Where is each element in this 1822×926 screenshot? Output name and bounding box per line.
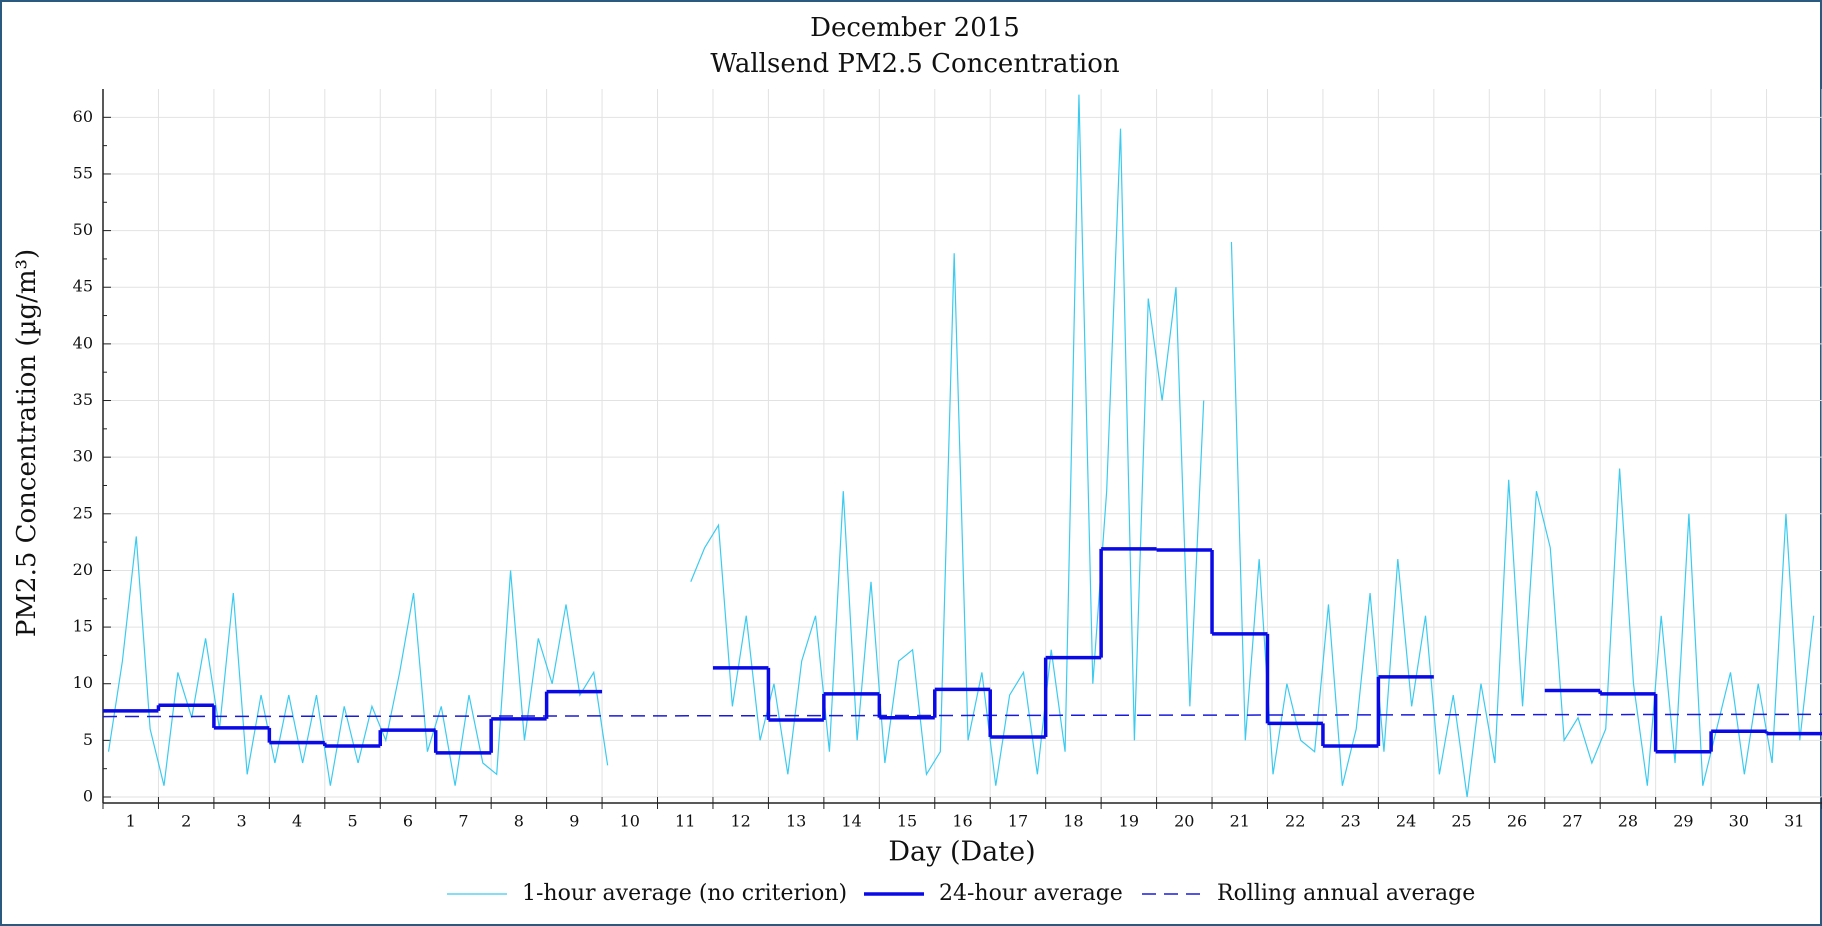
x-tick-label: 16 [952, 812, 972, 831]
y-tick-label: 15 [73, 617, 93, 636]
x-tick-label: 11 [675, 812, 695, 831]
legend-label: 1-hour average (no criterion) [522, 881, 847, 906]
y-tick-label: 0 [83, 787, 93, 806]
x-tick-label: 29 [1673, 812, 1693, 831]
x-tick-label: 20 [1174, 812, 1194, 831]
x-tick-label: 28 [1618, 812, 1638, 831]
x-tick-label: 19 [1119, 812, 1139, 831]
x-tick-label: 6 [403, 812, 413, 831]
x-tick-label: 12 [731, 812, 751, 831]
x-tick-label: 3 [237, 812, 247, 831]
x-tick-label: 25 [1451, 812, 1471, 831]
hourly-line [1230, 241, 1815, 798]
x-tick-label: 2 [181, 812, 191, 831]
x-tick-label: 7 [458, 812, 468, 831]
hourly-line [690, 94, 1205, 786]
x-tick-label: 13 [786, 812, 806, 831]
x-tick-label: 8 [514, 812, 524, 831]
annual-line [102, 713, 1822, 718]
x-tick-label: 15 [897, 812, 917, 831]
x-tick-label: 18 [1063, 812, 1083, 831]
x-tick-label: 21 [1230, 812, 1250, 831]
y-tick-label: 55 [73, 163, 93, 182]
y-tick-label: 20 [73, 560, 93, 579]
y-tick-label: 5 [83, 730, 93, 749]
y-tick-label: 30 [73, 447, 93, 466]
legend-label: 24-hour average [939, 881, 1123, 906]
x-tick-label: 14 [841, 812, 861, 831]
x-tick-label: 27 [1562, 812, 1582, 831]
x-tick-label: 23 [1340, 812, 1360, 831]
x-tick-label: 9 [569, 812, 579, 831]
hourly-line [107, 536, 609, 786]
legend-label: Rolling annual average [1217, 881, 1475, 906]
x-tick-label: 24 [1396, 812, 1416, 831]
y-tick-label: 50 [73, 220, 93, 239]
x-tick-label: 5 [347, 812, 357, 831]
y-tick-label: 60 [73, 107, 93, 126]
y-tick-label: 35 [73, 390, 93, 409]
chart-title: December 2015 [810, 13, 1020, 43]
x-tick-label: 22 [1285, 812, 1305, 831]
x-axis-label: Day (Date) [888, 837, 1035, 868]
y-tick-label: 10 [73, 673, 93, 692]
x-tick-label: 17 [1008, 812, 1028, 831]
y-tick-label: 25 [73, 503, 93, 522]
chart-subtitle: Wallsend PM2.5 Concentration [710, 49, 1119, 79]
x-tick-label: 31 [1784, 812, 1804, 831]
y-axis-label: PM2.5 Concentration (µg/m³) [12, 249, 42, 637]
x-tick-label: 1 [126, 812, 136, 831]
x-tick-label: 30 [1729, 812, 1749, 831]
x-tick-label: 4 [292, 812, 302, 831]
y-tick-label: 40 [73, 333, 93, 352]
x-tick-label: 10 [620, 812, 640, 831]
y-tick-label: 45 [73, 277, 93, 296]
x-tick-label: 26 [1507, 812, 1527, 831]
